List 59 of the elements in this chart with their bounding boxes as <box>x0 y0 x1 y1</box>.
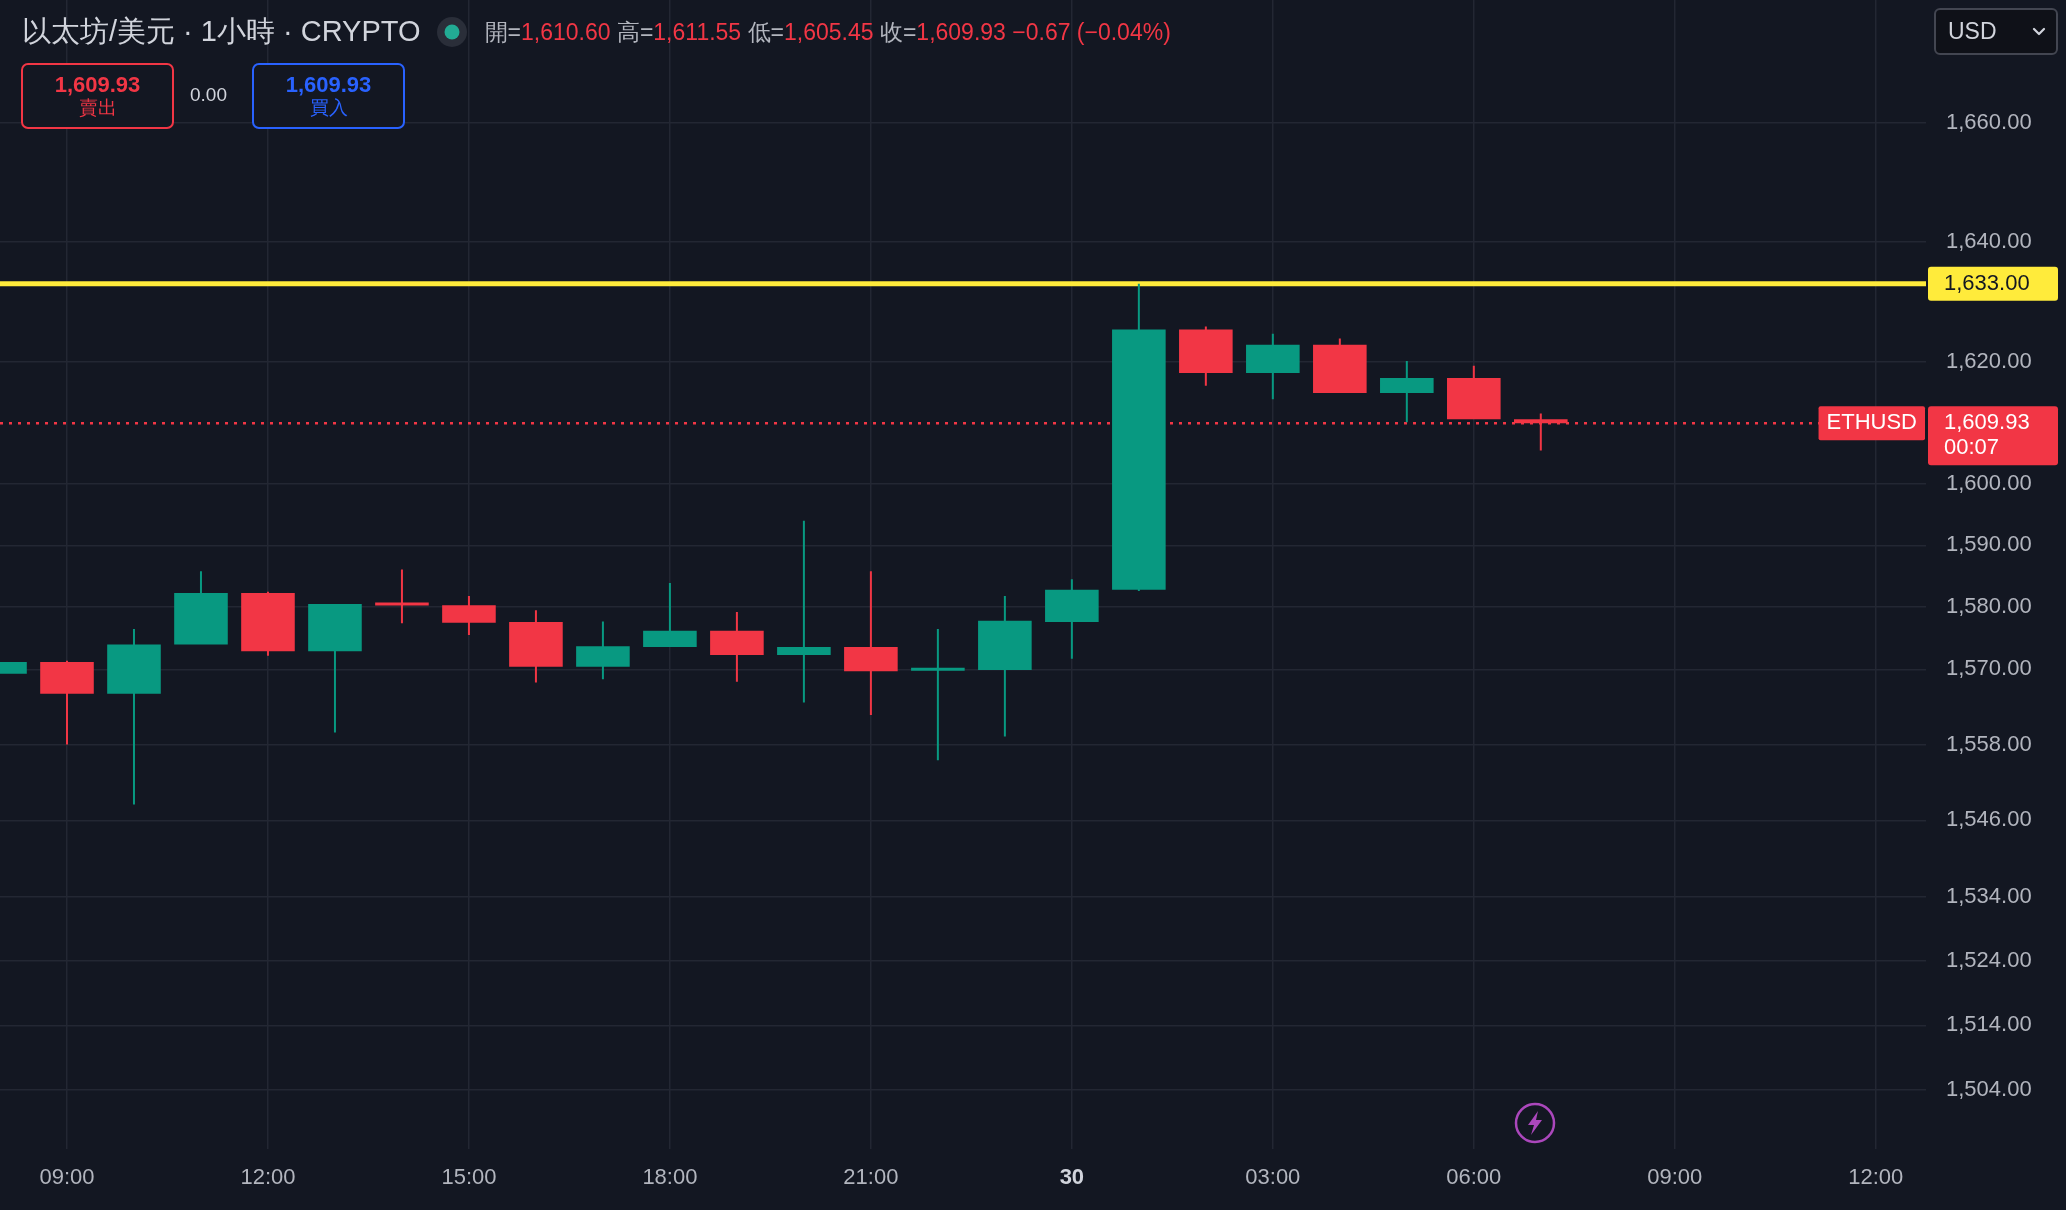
y-tick-label: 1,620.00 <box>1946 348 2032 374</box>
candlestick <box>1179 326 1233 386</box>
y-tick-label: 1,600.00 <box>1946 469 2032 495</box>
candlestick <box>1313 338 1367 394</box>
annotation: 1,609.93 <box>54 72 141 98</box>
candlestick <box>375 569 429 624</box>
y-tick-label: 1,546.00 <box>1946 806 2032 832</box>
candlestick <box>643 583 697 647</box>
x-tick-label: 18:00 <box>642 1164 698 1190</box>
candlestick <box>777 520 831 703</box>
candlestick <box>40 660 94 745</box>
candlestick <box>1045 579 1099 659</box>
buy-button: 1,609.93 買入 <box>252 63 405 129</box>
x-tick-label: 06:00 <box>1446 1164 1502 1190</box>
candlestick <box>1246 333 1300 400</box>
candlestick <box>509 610 563 683</box>
candlestick <box>308 604 362 733</box>
candlestick <box>1447 365 1501 420</box>
y-tick-label: 1,590.00 <box>1946 531 2032 557</box>
annotation: 0.00 <box>190 84 227 106</box>
candlestick <box>576 621 630 680</box>
x-tick-label: 15:00 <box>441 1164 497 1190</box>
x-tick-label: 09:00 <box>39 1164 95 1190</box>
text: 以太坊/美元 · 1小時 · CRYPTO <box>22 14 421 49</box>
x-tick-label: 21:00 <box>843 1164 899 1190</box>
y-tick-label: 1,580.00 <box>1946 593 2032 619</box>
currency-dropdown: USD <box>1934 8 2058 55</box>
x-tick-label: 30 <box>1059 1164 1085 1190</box>
y-tick-label: 1,558.00 <box>1946 730 2032 756</box>
x-tick-label: 09:00 <box>1647 1164 1703 1190</box>
candlestick <box>107 628 161 805</box>
y-tick-label: 1,534.00 <box>1946 882 2032 908</box>
sell-button: 1,609.93 賣出 <box>21 63 174 129</box>
annotation: 1,609.93 <box>285 72 372 98</box>
x-tick-label: 12:00 <box>1848 1164 1904 1190</box>
ref-line-label: 1,633.00 <box>1944 269 2030 295</box>
candlestick <box>1112 283 1166 592</box>
annotation: ETHUSD <box>1826 409 1917 435</box>
y-tick-label: 1,660.00 <box>1946 109 2032 135</box>
y-tick-label: 1,514.00 <box>1946 1011 2032 1037</box>
candlestick <box>978 596 1032 737</box>
y-tick-label: 1,524.00 <box>1946 946 2032 972</box>
candlestick <box>1380 360 1434 423</box>
annotation: 買入 <box>309 96 348 119</box>
text: 00:07 <box>1944 434 2000 460</box>
ref-line-label: 1,609.93 <box>1944 409 2030 435</box>
candlestick <box>911 628 965 761</box>
x-tick-label: 12:00 <box>240 1164 296 1190</box>
x-tick-label: 03:00 <box>1245 1164 1301 1190</box>
candlestick <box>442 596 496 636</box>
candlestick <box>710 612 764 682</box>
annotation: 賣出 <box>78 96 117 119</box>
candlestick <box>844 571 898 716</box>
y-tick-label: 1,570.00 <box>1946 655 2032 681</box>
y-tick-label: 1,504.00 <box>1946 1076 2032 1102</box>
y-tick-label: 1,640.00 <box>1946 228 2032 254</box>
text: 開=1,610.60 高=1,611.55 低=1,605.45 收=1,609.93 −0.67 (−0.04%) <box>484 17 1171 47</box>
candlestick <box>241 591 295 656</box>
candlestick <box>174 571 228 645</box>
